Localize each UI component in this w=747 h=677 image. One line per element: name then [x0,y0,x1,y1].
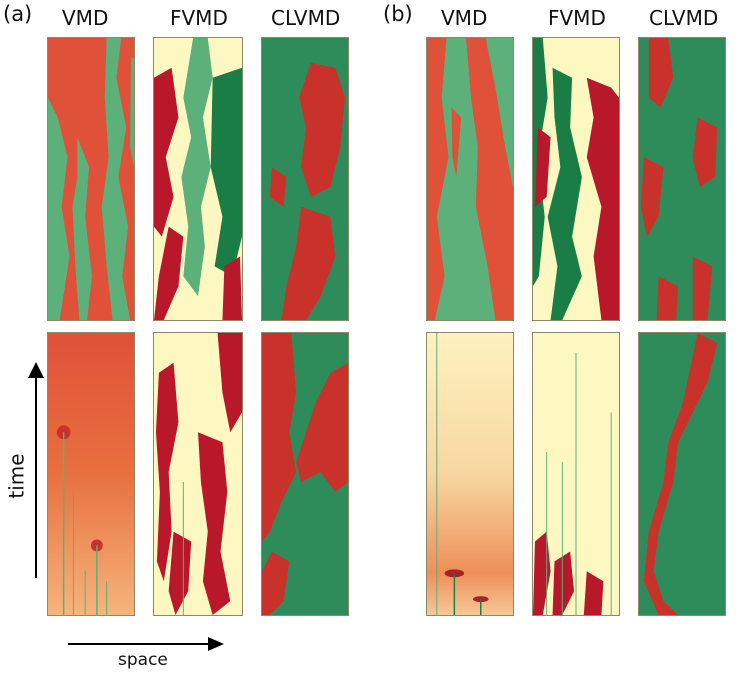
col-header-a-clvmd: CLVMD [271,6,341,30]
panel-a-label: (a) [3,2,33,26]
tile-b-clvmd-top [638,37,726,321]
col-header-a-vmd: VMD [62,6,109,30]
tile-a-fvmd-bottom [153,332,243,616]
tile-b-clvmd-bottom [638,332,726,616]
tile-b-vmd-bottom [426,332,514,616]
panel-b-label: (b) [383,2,413,26]
col-header-b-vmd: VMD [441,6,488,30]
tile-a-vmd-bottom [47,332,135,616]
tile-a-clvmd-bottom [261,332,349,616]
tile-b-fvmd-top [532,37,620,321]
time-axis-label: time [4,453,29,499]
tile-a-vmd-top [47,37,135,321]
col-header-b-clvmd: CLVMD [649,6,719,30]
time-axis-arrow [28,362,44,578]
tile-b-fvmd-bottom [532,332,620,616]
col-header-a-fvmd: FVMD [170,6,228,30]
tile-a-clvmd-top [261,37,349,321]
col-header-b-fvmd: FVMD [548,6,606,30]
space-axis-label: space [118,650,168,670]
tile-a-fvmd-top [153,37,243,321]
space-axis-arrow [68,637,224,651]
tile-b-vmd-top [426,37,514,321]
